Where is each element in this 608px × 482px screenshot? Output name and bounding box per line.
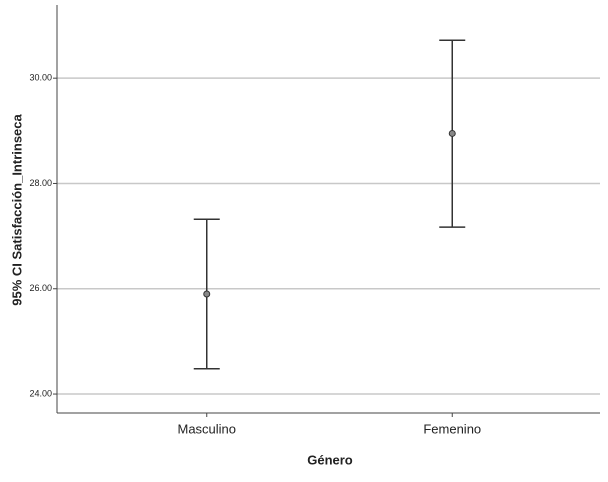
mean-marker <box>448 129 456 137</box>
mean-marker <box>203 290 211 298</box>
y-tick-label: 30.00 <box>29 73 52 83</box>
y-axis-title: 95% CI Satisfacción_Intrinseca <box>9 114 24 306</box>
x-tick-label: Femenino <box>423 421 481 436</box>
y-tick-label: 26.00 <box>29 283 52 293</box>
y-tick-label: 24.00 <box>29 388 52 398</box>
x-tick-label: Masculino <box>177 421 236 436</box>
y-tick-label: 28.00 <box>29 178 52 188</box>
x-axis-title: Género <box>307 452 353 467</box>
